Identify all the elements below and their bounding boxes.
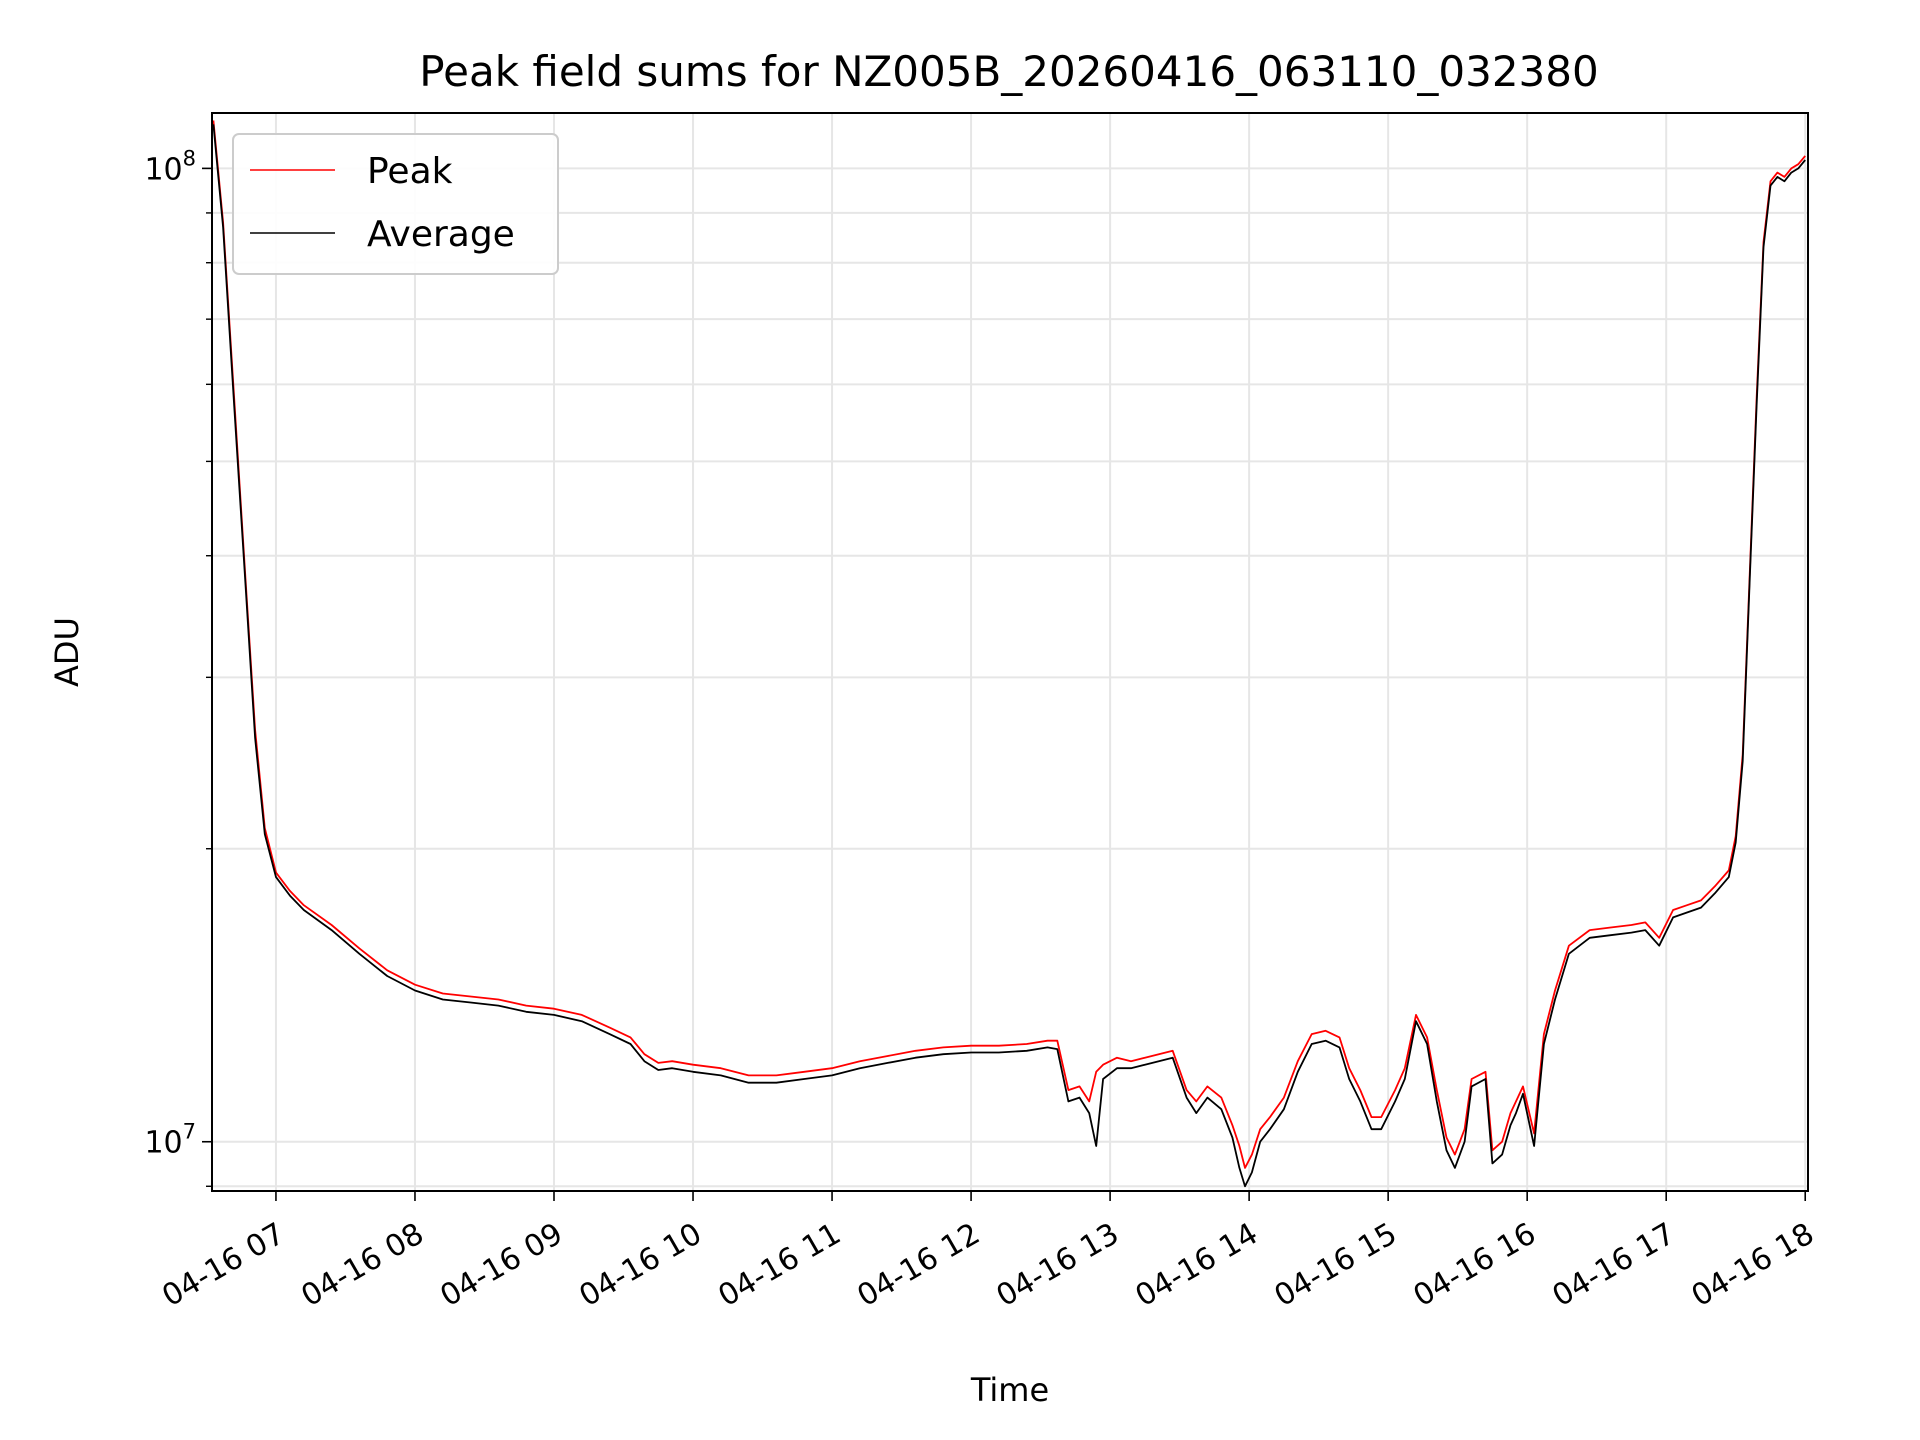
x-tick-label: 04-16 09: [434, 1216, 568, 1314]
y-axis-title: ADU: [48, 617, 86, 687]
x-tick-label: 04-16 14: [1130, 1216, 1264, 1314]
x-tick-label: 04-16 07: [156, 1216, 290, 1314]
chart-grid: [212, 113, 1808, 1191]
legend: Peak Average: [232, 133, 559, 275]
x-tick-label: 04-16 11: [713, 1216, 847, 1314]
x-tick-label: 04-16 13: [991, 1216, 1125, 1314]
x-tick-label: 04-16 12: [852, 1216, 986, 1314]
legend-label-peak: Peak: [367, 151, 453, 192]
x-tick-label: 04-16 08: [295, 1216, 429, 1314]
chart-title: Peak field sums for NZ005B_20260416_0631…: [419, 47, 1598, 96]
plot-frame: [211, 112, 1809, 1192]
x-tick-label: 04-16 17: [1547, 1216, 1681, 1314]
series-line-peak: [212, 120, 1806, 1169]
x-axis-title: Time: [970, 1371, 1049, 1409]
x-tick-label: 04-16 15: [1269, 1216, 1403, 1314]
y-tick-label: 107: [144, 1120, 196, 1161]
y-tick-label: 108: [144, 146, 196, 187]
series-line-average: [212, 124, 1806, 1188]
x-tick-label: 04-16 10: [574, 1216, 708, 1314]
y-axis-ticks: 107 108: [144, 146, 212, 1187]
x-tick-label: 04-16 18: [1686, 1216, 1820, 1314]
x-axis-ticks: 04-16 07 04-16 08 04-16 09 04-16 10 04-16 11…: [156, 1191, 1820, 1314]
legend-box: [232, 133, 559, 275]
x-tick-label: 04-16 16: [1408, 1216, 1542, 1314]
series-layer: [212, 120, 1806, 1188]
legend-label-average: Average: [367, 214, 515, 255]
